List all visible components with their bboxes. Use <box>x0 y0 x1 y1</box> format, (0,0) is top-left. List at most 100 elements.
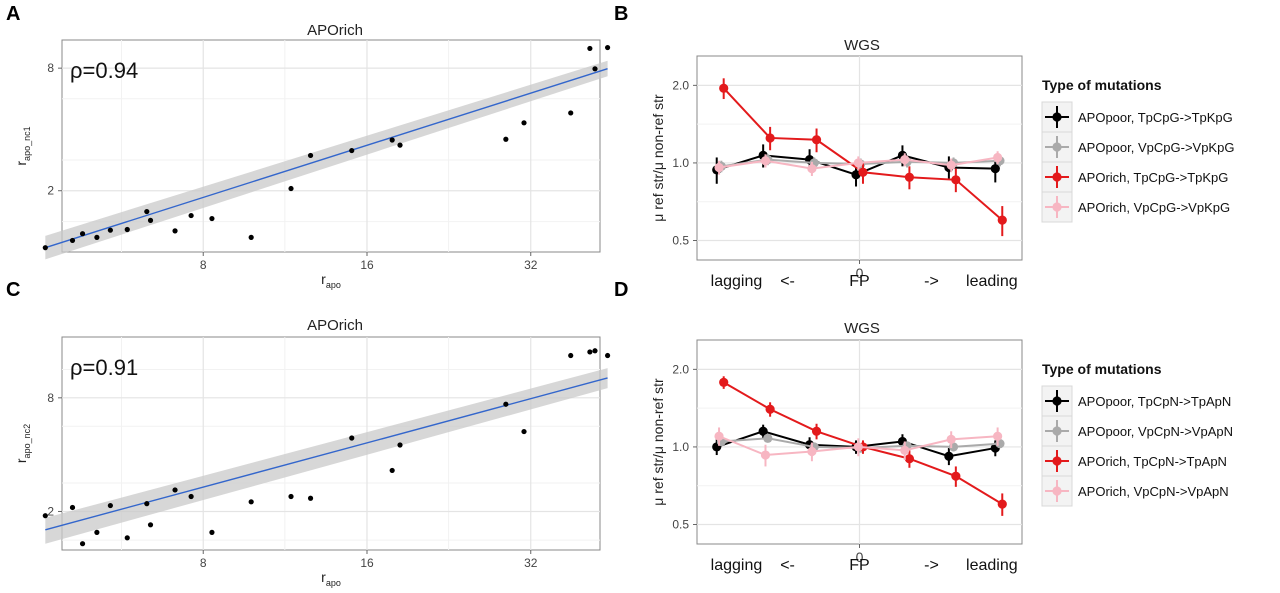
correlation-annotation: ρ=0.91 <box>70 355 138 380</box>
x-tick-label: 0 <box>856 549 864 565</box>
data-point <box>592 348 598 354</box>
data-point <box>951 471 961 481</box>
data-point <box>107 502 113 509</box>
legend-item-label: APOpoor, TpCpN->TpApN <box>1078 394 1231 409</box>
x-position-label: <- <box>780 273 795 290</box>
data-point <box>853 158 863 168</box>
plot-title: APOrich <box>307 317 363 334</box>
data-point <box>144 208 150 215</box>
y-tick-label: 2.0 <box>672 78 689 92</box>
x-position-label: lagging <box>711 273 763 290</box>
panel-C: C APOrich 8 16 32 2 8 ρ=0.91 rapo rapo_nc2 <box>6 279 611 588</box>
data-point <box>758 426 768 436</box>
panel-letter: B <box>614 3 628 25</box>
data-point <box>503 136 509 142</box>
plot-title: WGS <box>844 37 880 54</box>
data-point <box>107 227 113 233</box>
y-tick-label: 8 <box>47 391 54 405</box>
data-point <box>946 434 956 444</box>
x-tick-label: 32 <box>524 258 538 272</box>
x-position-label: leading <box>966 557 1018 574</box>
x-tick-label: 16 <box>360 556 374 570</box>
y-tick-label: 1.0 <box>672 440 689 454</box>
data-point <box>944 451 954 461</box>
legend-item-label: APOpoor, VpCpN->VpApN <box>1078 424 1233 439</box>
data-point <box>521 120 527 126</box>
regression-line <box>45 377 608 531</box>
y-tick-label: 0.5 <box>672 517 689 531</box>
data-point <box>188 493 194 500</box>
plot-title: APOrich <box>307 22 363 39</box>
series-4 <box>714 151 1003 176</box>
data-point <box>144 501 150 507</box>
data-point <box>172 228 178 234</box>
data-point <box>307 495 314 501</box>
x-tick-label: 0 <box>856 265 864 281</box>
confidence-band <box>45 60 608 260</box>
data-point <box>900 445 910 455</box>
data-point <box>993 152 1003 163</box>
y-tick-label: 2 <box>47 184 54 198</box>
data-point <box>521 428 527 435</box>
data-point <box>993 431 1003 441</box>
data-point <box>288 493 294 500</box>
y-axis-label: rapo_nc1 <box>13 126 32 165</box>
data-point <box>587 45 593 52</box>
data-point <box>397 142 403 148</box>
y-axis-label: μ ref str/μ non-ref str <box>650 94 666 222</box>
data-point <box>719 377 729 387</box>
data-point <box>288 185 294 192</box>
data-point <box>763 433 773 443</box>
legend-item-label: APOpoor, VpCpG->VpKpG <box>1078 140 1234 155</box>
x-position-label: <- <box>780 557 795 574</box>
data-point <box>997 499 1007 509</box>
panel-A: A APOrich 8 16 32 2 8 ρ=0.94 rapo rapo_nc1 <box>6 3 611 290</box>
legend-key-point <box>1052 396 1062 406</box>
data-point <box>42 513 48 519</box>
data-point <box>389 137 395 143</box>
data-point <box>765 133 775 143</box>
legend-key-point <box>1052 456 1062 466</box>
data-point <box>397 442 403 448</box>
data-point <box>807 164 817 174</box>
data-point <box>248 499 254 505</box>
y-tick-label: 8 <box>47 61 54 75</box>
data-point <box>389 467 395 474</box>
x-tick-label: 8 <box>200 258 207 272</box>
x-position-label: FP <box>849 557 869 574</box>
data-point <box>79 231 86 237</box>
panel-letter: D <box>614 279 628 301</box>
data-point <box>904 454 915 464</box>
legend-key-point <box>1052 112 1062 122</box>
data-point <box>997 215 1007 225</box>
legend-key-point <box>1052 172 1062 182</box>
regression-line <box>45 68 608 249</box>
y-tick-label: 2.0 <box>672 362 689 376</box>
data-point <box>69 237 76 244</box>
panel-B: B WGS 0.5 1.0 2.0 0 lagging <- FP -> leading μ ref … <box>614 3 1234 290</box>
y-axis-label: rapo_nc2 <box>13 424 32 463</box>
data-point <box>94 234 100 240</box>
data-point <box>951 175 961 185</box>
plot-title: WGS <box>844 320 880 337</box>
data-point <box>587 349 593 355</box>
panel-D: D WGS 0.5 1.0 2.0 0 lagging <- FP -> leading μ ref … <box>614 279 1233 574</box>
data-point <box>349 147 355 154</box>
data-point <box>124 226 130 233</box>
data-point <box>568 110 574 116</box>
series-3 <box>719 78 1007 237</box>
data-point <box>592 66 598 72</box>
x-tick-label: 16 <box>360 258 374 272</box>
data-point <box>79 541 86 547</box>
data-point <box>900 155 910 165</box>
x-position-label: leading <box>966 273 1018 290</box>
data-point <box>307 152 314 159</box>
data-point <box>188 212 194 219</box>
legend-key-point <box>1052 202 1062 212</box>
legend-item-label: APOrich, VpCpG->VpKpG <box>1078 200 1230 215</box>
data-point <box>811 426 822 436</box>
y-axis-label: μ ref str/μ non-ref str <box>650 378 666 506</box>
series-4 <box>714 427 1003 467</box>
data-point <box>904 172 915 182</box>
